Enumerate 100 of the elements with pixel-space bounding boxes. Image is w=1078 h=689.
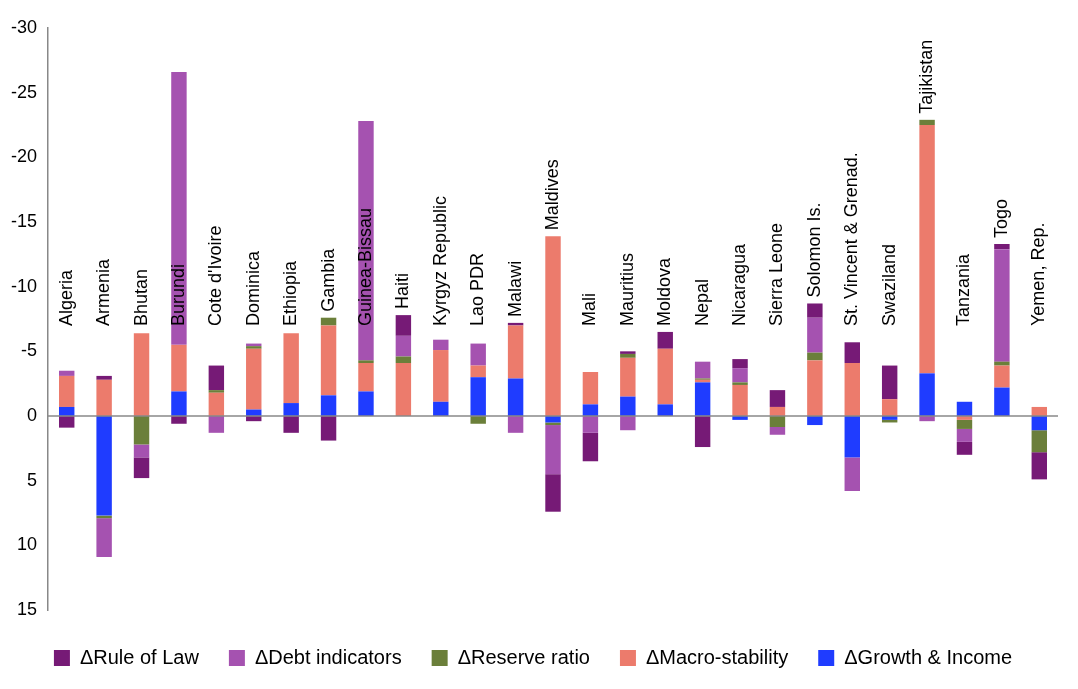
bar bbox=[246, 348, 262, 410]
bar bbox=[283, 403, 299, 416]
bar bbox=[96, 379, 112, 416]
bar bbox=[881, 399, 898, 416]
bar bbox=[807, 303, 823, 318]
x-tick-label: Mauritius bbox=[616, 252, 637, 326]
bar bbox=[1031, 430, 1048, 453]
bar bbox=[807, 416, 823, 426]
bar bbox=[96, 518, 112, 557]
x-tick-label: Algeria bbox=[55, 268, 76, 326]
bar bbox=[133, 444, 150, 458]
bar bbox=[657, 348, 673, 405]
bar bbox=[994, 365, 1010, 388]
x-tick-label: Haiti bbox=[392, 273, 413, 310]
bar bbox=[919, 373, 935, 416]
x-tick-label: Moldova bbox=[654, 256, 675, 326]
bar bbox=[844, 416, 860, 458]
bar bbox=[881, 365, 898, 400]
bar bbox=[395, 356, 412, 363]
bar bbox=[545, 474, 561, 512]
bar bbox=[320, 395, 337, 416]
bar bbox=[620, 351, 636, 354]
bar bbox=[59, 375, 75, 407]
legend-label: ΔGrowth & Income bbox=[844, 645, 1013, 668]
bar bbox=[283, 416, 299, 433]
bar bbox=[994, 387, 1010, 416]
x-tick-label: Kyrgyz Republic bbox=[429, 195, 450, 326]
bar bbox=[59, 370, 75, 376]
bar bbox=[96, 375, 112, 380]
y-tick-label: 0 bbox=[27, 404, 38, 425]
y-tick-label: 15 bbox=[16, 598, 38, 619]
bar bbox=[507, 325, 524, 379]
bar bbox=[171, 391, 187, 416]
bar bbox=[395, 315, 412, 336]
bar bbox=[133, 333, 150, 416]
bar bbox=[657, 404, 673, 416]
bar bbox=[620, 416, 636, 431]
y-tick-label: -25 bbox=[11, 81, 38, 102]
bar bbox=[358, 362, 374, 392]
x-tick-label: Maldives bbox=[541, 159, 562, 231]
bar bbox=[807, 317, 823, 353]
bar bbox=[956, 419, 973, 429]
bar bbox=[96, 416, 112, 516]
legend-label: ΔRule of Law bbox=[79, 645, 200, 668]
x-tick-label: Cote d'Ivoire bbox=[205, 225, 226, 326]
x-tick-label: Burundi bbox=[167, 263, 188, 326]
bar bbox=[844, 342, 860, 363]
x-tick-label: Gambia bbox=[317, 247, 338, 312]
bar bbox=[358, 391, 374, 416]
bar bbox=[59, 416, 75, 428]
bar bbox=[320, 325, 337, 396]
bar bbox=[994, 249, 1010, 362]
bar bbox=[433, 339, 449, 351]
y-tick-label: 10 bbox=[16, 534, 38, 555]
bar bbox=[208, 416, 225, 433]
x-tick-label: Nicaragua bbox=[729, 242, 750, 326]
bar bbox=[807, 352, 823, 361]
bar bbox=[208, 365, 225, 391]
x-tick-label: Lao PDR bbox=[467, 252, 488, 326]
x-tick-label: Dominica bbox=[242, 249, 263, 326]
y-tick-label: -10 bbox=[11, 275, 38, 296]
x-tick-label: Tanzania bbox=[953, 252, 974, 326]
bar bbox=[507, 416, 524, 433]
bar bbox=[657, 331, 673, 349]
bar bbox=[283, 333, 299, 404]
bar bbox=[582, 404, 599, 416]
bar bbox=[545, 425, 561, 475]
bar bbox=[919, 119, 935, 125]
bar bbox=[507, 378, 524, 416]
x-tick-label: Swaziland bbox=[878, 243, 899, 326]
bar bbox=[208, 392, 225, 416]
y-tick-label: -15 bbox=[11, 210, 38, 231]
bar bbox=[807, 360, 823, 416]
bar bbox=[694, 416, 711, 448]
bar bbox=[470, 365, 486, 378]
x-tick-label: Guinea-Bissau bbox=[354, 207, 375, 326]
x-tick-label: Mali bbox=[579, 292, 600, 326]
bar bbox=[320, 416, 337, 441]
bar bbox=[470, 343, 486, 366]
y-tick-label: 5 bbox=[27, 469, 38, 490]
bar bbox=[208, 390, 225, 393]
y-tick-label: -20 bbox=[11, 146, 38, 167]
bar bbox=[545, 236, 561, 416]
x-tick-label: Bhutan bbox=[130, 268, 151, 326]
bar bbox=[732, 359, 748, 369]
bar bbox=[171, 71, 187, 345]
bar bbox=[1031, 452, 1048, 480]
bar bbox=[620, 396, 636, 416]
x-tick-label: St. Vincent & Grenad. bbox=[841, 152, 862, 326]
bar bbox=[582, 432, 599, 462]
x-tick-label: Tajikistan bbox=[916, 39, 937, 114]
bar bbox=[582, 416, 599, 433]
legend-label: ΔReserve ratio bbox=[457, 645, 590, 668]
bar bbox=[694, 361, 711, 379]
bar bbox=[433, 401, 449, 416]
bar bbox=[470, 377, 486, 416]
x-tick-label: Armenia bbox=[93, 257, 114, 326]
bar bbox=[919, 125, 935, 374]
bar bbox=[732, 384, 748, 416]
bar bbox=[133, 416, 150, 445]
